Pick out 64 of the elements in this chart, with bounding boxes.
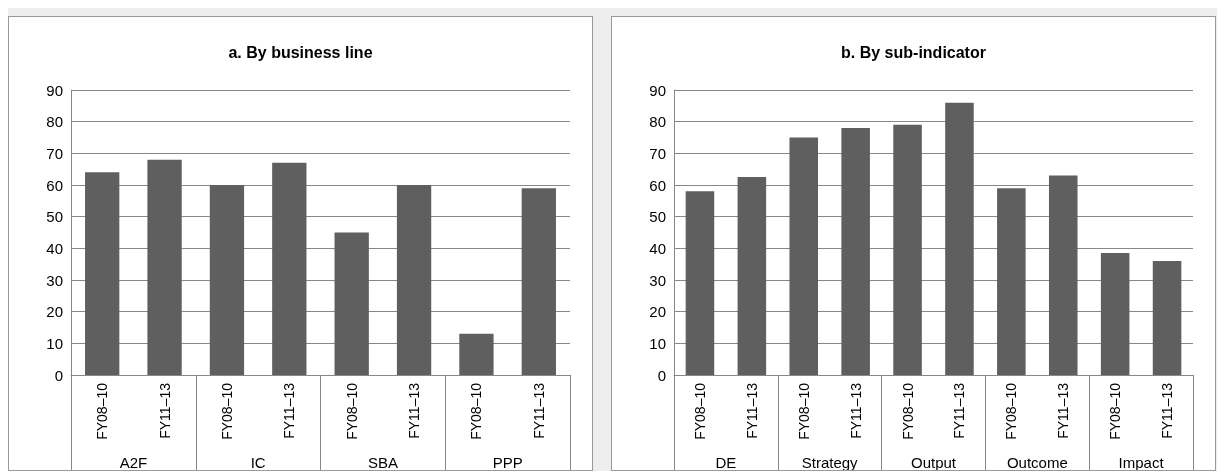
x-tick-label: FY08–10 [795, 382, 812, 440]
y-tick-label: 60 [649, 176, 666, 194]
y-tick-label: 0 [54, 366, 63, 384]
bar [209, 185, 245, 375]
bar [521, 188, 556, 375]
y-tick-label: 80 [46, 113, 63, 131]
bar [685, 191, 715, 375]
y-tick-label: 60 [46, 176, 63, 194]
bar [272, 162, 307, 375]
bar [459, 333, 494, 375]
y-tick-label: 80 [649, 113, 666, 131]
bar [396, 185, 432, 375]
chart-title: b. By sub-indicator [841, 43, 986, 61]
bar [893, 124, 922, 375]
x-tick-label: FY11–13 [281, 382, 298, 439]
y-tick-label: 50 [46, 208, 63, 226]
bar [841, 128, 870, 375]
bar [147, 159, 182, 375]
x-tick-label: FY11–13 [847, 382, 864, 439]
y-tick-label: 0 [657, 366, 666, 384]
y-tick-label: 30 [649, 271, 666, 289]
x-tick-label: FY11–13 [1159, 382, 1176, 439]
chart-title: a. By business line [228, 43, 373, 61]
x-tick-label: FY11–13 [530, 382, 547, 439]
y-tick-label: 90 [46, 81, 63, 99]
y-tick-label: 30 [46, 271, 63, 289]
x-tick-label: FY11–13 [156, 382, 173, 439]
x-tick-label: FY08–10 [1107, 382, 1124, 440]
text: A2F [119, 454, 148, 471]
bar [997, 188, 1026, 375]
x-tick-label: FY08–10 [218, 382, 235, 440]
y-tick-label: 90 [649, 81, 666, 99]
text: IC [250, 454, 266, 471]
text: DE [715, 454, 737, 471]
bar [1100, 253, 1130, 375]
y-tick-label: 10 [46, 334, 63, 352]
x-tick-label: FY08–10 [899, 382, 916, 440]
x-tick-label: FY08–10 [343, 382, 360, 440]
x-tick-label: FY08–10 [94, 382, 111, 440]
y-tick-label: 70 [46, 144, 63, 162]
bar [334, 232, 369, 375]
x-tick-label: FY08–10 [468, 382, 485, 440]
bar [789, 137, 819, 375]
x-tick-label: FY11–13 [743, 382, 760, 439]
x-tick-label: FY08–10 [1003, 382, 1020, 440]
bar [737, 177, 767, 375]
bar [945, 102, 974, 375]
text: SBA [367, 454, 398, 471]
bar [85, 172, 120, 375]
y-tick-label: 40 [46, 239, 63, 257]
x-tick-label: FY11–13 [406, 382, 423, 439]
x-tick-label: FY11–13 [1055, 382, 1072, 439]
y-tick-label: 50 [649, 208, 666, 226]
bar [1152, 261, 1182, 375]
y-tick-label: 20 [46, 303, 63, 321]
y-tick-label: 10 [649, 334, 666, 352]
text: PPP [492, 454, 523, 471]
y-tick-label: 40 [649, 239, 666, 257]
y-tick-label: 20 [649, 303, 666, 321]
bar [1048, 175, 1078, 375]
text: Outcome [1006, 454, 1068, 471]
x-tick-label: FY08–10 [691, 382, 708, 440]
y-tick-label: 70 [649, 144, 666, 162]
x-tick-label: FY11–13 [951, 382, 968, 439]
